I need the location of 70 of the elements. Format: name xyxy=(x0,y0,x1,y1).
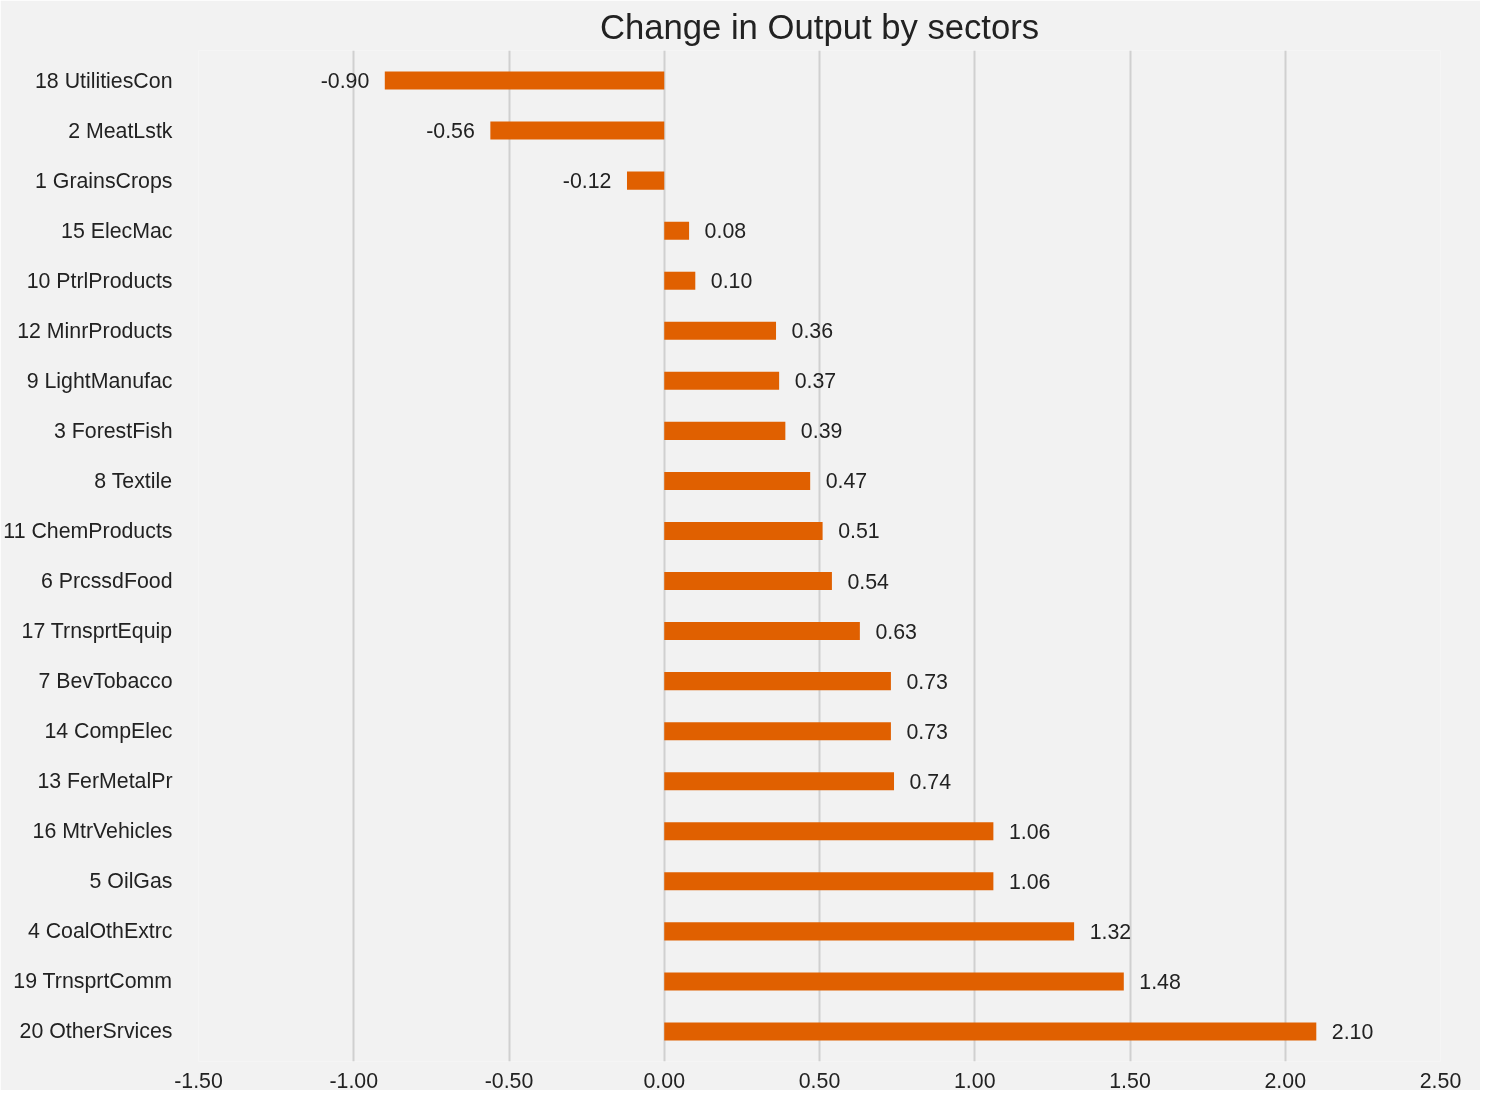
data-label: 1.48 xyxy=(1139,969,1181,994)
x-tick-label: 0.00 xyxy=(643,1068,686,1093)
data-label: -0.56 xyxy=(426,119,475,144)
data-label: 0.36 xyxy=(791,319,834,344)
bar xyxy=(664,772,895,791)
y-tick-label: 8 Textile xyxy=(94,468,173,493)
data-label: 0.10 xyxy=(710,269,753,294)
bar xyxy=(664,421,786,440)
bar xyxy=(664,271,696,290)
data-label: 0.08 xyxy=(704,219,747,244)
y-tick-label: 2 MeatLstk xyxy=(68,118,173,143)
chart-title: Change in Output by sectors xyxy=(599,7,1040,46)
y-tick-label: 9 LightManufac xyxy=(26,368,173,393)
y-tick-label: 5 OilGas xyxy=(89,869,173,894)
data-label: 2.10 xyxy=(1331,1019,1374,1044)
y-tick-label: 6 PrcssdFood xyxy=(40,569,173,594)
bar xyxy=(664,521,823,540)
bar xyxy=(664,972,1124,991)
bar xyxy=(626,171,665,190)
y-tick-label: 15 ElecMac xyxy=(61,218,173,243)
x-tick-label: 1.50 xyxy=(1109,1068,1151,1093)
x-tick-label: 2.50 xyxy=(1419,1068,1462,1093)
x-tick-label: 2.00 xyxy=(1264,1068,1307,1093)
data-label: 0.73 xyxy=(906,719,948,744)
data-label: 0.39 xyxy=(800,419,843,444)
bar xyxy=(664,722,891,741)
bar xyxy=(664,221,690,240)
x-tick-label: 0.50 xyxy=(798,1068,841,1093)
bar xyxy=(384,71,665,90)
y-tick-label: 16 MtrVehicles xyxy=(32,819,173,844)
data-label: 0.73 xyxy=(906,669,948,694)
data-label: 0.63 xyxy=(875,619,917,644)
bar xyxy=(664,672,891,691)
y-tick-label: 18 UtilitiesCon xyxy=(34,68,173,93)
y-tick-label: 19 TrnsprtComm xyxy=(13,969,173,994)
bar xyxy=(664,922,1075,941)
data-label: -0.90 xyxy=(320,69,370,94)
x-tick-label: -0.50 xyxy=(484,1068,534,1093)
y-tick-label: 11 ChemProducts xyxy=(3,518,173,543)
x-tick-label: -1.50 xyxy=(174,1068,223,1093)
bar xyxy=(664,872,994,891)
bar xyxy=(664,572,832,591)
data-label: 0.37 xyxy=(794,369,837,394)
bar xyxy=(664,471,811,490)
bar xyxy=(664,1022,1317,1041)
y-tick-label: 13 FerMetalPr xyxy=(37,769,173,794)
y-tick-label: 12 MinrProducts xyxy=(17,318,173,343)
bar xyxy=(490,121,665,140)
bar xyxy=(664,622,860,641)
y-tick-label: 3 ForestFish xyxy=(53,418,173,443)
y-tick-label: 20 OtherSrvices xyxy=(19,1019,173,1044)
data-label: 0.54 xyxy=(847,569,890,594)
y-tick-label: 10 PtrlProducts xyxy=(26,268,173,293)
y-tick-label: 1 GrainsCrops xyxy=(35,168,173,193)
y-tick-label: 4 CoalOthExtrc xyxy=(27,919,173,944)
bar xyxy=(664,321,777,340)
bar xyxy=(664,371,780,390)
data-label: -0.12 xyxy=(562,169,612,194)
x-tick-label: 1.00 xyxy=(953,1068,996,1093)
data-label: 1.06 xyxy=(1008,819,1051,844)
y-tick-label: 7 BevTobacco xyxy=(38,669,173,694)
data-label: 1.32 xyxy=(1089,919,1132,944)
y-tick-label: 17 TrnsprtEquip xyxy=(21,619,173,644)
data-label: 1.06 xyxy=(1008,869,1051,894)
x-tick-label: -1.00 xyxy=(329,1068,379,1093)
bar xyxy=(664,822,994,841)
data-label: 0.74 xyxy=(909,769,952,794)
data-label: 0.51 xyxy=(838,519,880,544)
data-label: 0.47 xyxy=(825,469,868,494)
y-tick-label: 14 CompElec xyxy=(44,719,173,744)
